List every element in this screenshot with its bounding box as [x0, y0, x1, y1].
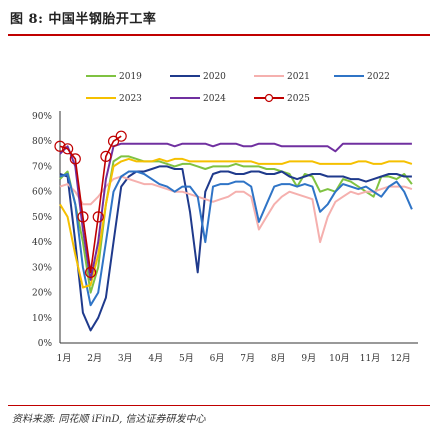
- series-line-2022: [59, 170, 413, 307]
- x-tick-label: 2月: [87, 353, 102, 364]
- legend-marker-2025: [264, 93, 274, 103]
- line-chart: 2019 2020 2021 2022 2023 2024 2025 0% 10% 20% 30%…: [32, 72, 418, 364]
- y-tick-label: 40%: [32, 238, 52, 248]
- legend-label-2023: 2023: [119, 94, 142, 104]
- series-marker-2025: [115, 130, 127, 142]
- x-tick-label: 12月: [390, 353, 410, 364]
- x-tick-label: 1月: [57, 353, 72, 364]
- series-marker-2025: [100, 150, 112, 162]
- series-marker-2025: [62, 143, 74, 155]
- series-line-2020: [59, 165, 412, 332]
- legend: 2019 2020 2021 2022 2023 2024 2025: [86, 72, 390, 104]
- series-lines: [54, 130, 413, 332]
- legend-label-2024: 2024: [203, 94, 226, 104]
- legend-label-2022: 2022: [367, 72, 390, 82]
- series-line-2019: [59, 155, 413, 294]
- x-tick-label: 4月: [148, 353, 163, 364]
- legend-label-2021: 2021: [287, 72, 310, 82]
- series-marker-2025: [107, 135, 120, 147]
- x-tick-label: 11月: [360, 353, 380, 364]
- series-line-2023: [59, 157, 413, 289]
- y-tick-label: 80%: [32, 137, 52, 147]
- series-marker-2025: [92, 211, 104, 223]
- footer-divider: [8, 405, 430, 406]
- figure-title: 图 8: 中国半钢胎开工率: [10, 12, 157, 27]
- y-tick-label: 10%: [32, 314, 52, 324]
- series-line-2024: [59, 142, 412, 281]
- y-tick-label: 30%: [32, 263, 52, 273]
- y-tick-label: 60%: [32, 188, 52, 198]
- series-marker-2025: [69, 153, 81, 165]
- y-tick-label: 0%: [38, 339, 53, 349]
- y-tick-label: 90%: [32, 112, 52, 122]
- x-tick-label: 5月: [179, 353, 194, 364]
- x-tick-label: 7月: [240, 353, 255, 364]
- series-marker-2025: [77, 211, 89, 223]
- legend-label-2019: 2019: [119, 72, 142, 82]
- series-marker-2025: [54, 140, 66, 152]
- y-tick-label: 50%: [32, 213, 52, 223]
- legend-label-2025: 2025: [287, 94, 310, 104]
- y-tick-label: 20%: [32, 289, 52, 299]
- x-tick-label: 10月: [329, 353, 349, 364]
- y-tick-label: 70%: [32, 162, 52, 172]
- series-marker-2025: [84, 266, 97, 278]
- y-axis: 0% 10% 20% 30% 40% 50% 60% 70% 80% 90%: [32, 111, 61, 349]
- title-divider: [8, 34, 430, 36]
- series-line-2025: [59, 135, 122, 274]
- x-tick-label: 6月: [210, 353, 225, 364]
- source-note: 资料来源: 同花顺 iFinD, 信达证券研发中心: [12, 414, 206, 425]
- series-line-2021: [59, 175, 413, 244]
- x-tick-label: 3月: [118, 353, 133, 364]
- x-axis: 1月 2月 3月 4月 5月 6月 7月 8月 9月 10月 11月 12月: [57, 342, 418, 364]
- x-tick-label: 8月: [271, 353, 286, 364]
- x-tick-label: 9月: [301, 353, 316, 364]
- legend-label-2020: 2020: [203, 72, 226, 82]
